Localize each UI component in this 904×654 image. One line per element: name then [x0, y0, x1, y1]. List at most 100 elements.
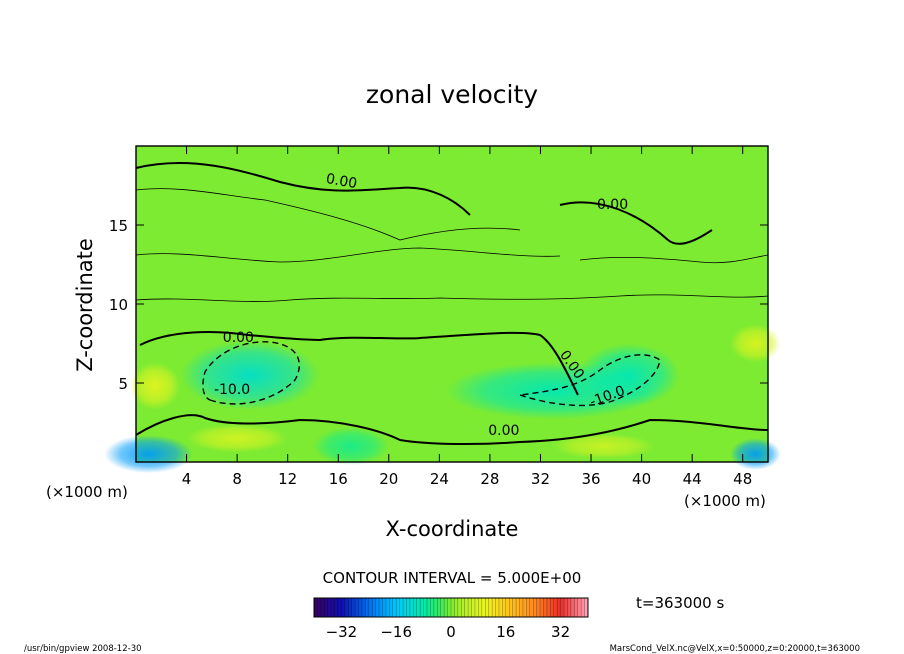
contour-label: -10.0 — [214, 382, 250, 398]
colorbar-swatch — [365, 598, 370, 617]
colorbar-swatch — [324, 598, 328, 617]
contour-line — [139, 331, 579, 396]
colorbar-swatch — [546, 598, 551, 617]
colorbar-swatch — [529, 598, 534, 617]
colorbar-swatch — [392, 598, 397, 617]
colorbar-swatch — [502, 598, 507, 617]
colorbar-swatch — [454, 598, 459, 617]
colorbar-swatch — [351, 598, 356, 617]
colorbar-swatch — [368, 598, 373, 617]
colorbar-swatch — [420, 598, 424, 617]
colorbar-swatch — [516, 598, 520, 617]
contour-label: 0.00 — [325, 171, 358, 192]
x-tick-label: 48 — [733, 470, 752, 488]
colorbar-swatch — [406, 598, 411, 617]
colorbar-swatch — [385, 598, 390, 617]
colorbar-swatch — [536, 598, 541, 617]
colorbar-swatch — [495, 598, 500, 617]
colorbar-swatch — [481, 598, 486, 617]
colorbar-swatch — [361, 598, 366, 617]
colorbar-swatch — [375, 598, 380, 617]
colorbar-swatch — [492, 598, 496, 617]
colorbar-swatch — [379, 598, 383, 617]
colorbar-swatch — [344, 598, 349, 617]
colorbar-swatch — [540, 598, 544, 617]
contour-label: 0.00 — [597, 197, 628, 213]
colorbar-swatch — [533, 598, 537, 617]
colorbar-swatch — [416, 598, 421, 617]
colorbar-swatch — [478, 598, 483, 617]
velocity-anomaly — [730, 324, 781, 363]
colorbar-swatch — [320, 598, 325, 617]
contour-interval-label: CONTOUR INTERVAL = 5.000E+00 — [323, 569, 582, 587]
y-tick-label: 10 — [109, 296, 128, 314]
contour-line — [202, 341, 300, 405]
x-tick-label: 16 — [329, 470, 348, 488]
colorbar-frame — [313, 597, 589, 618]
colorbar-swatch — [403, 598, 407, 617]
colorbar-tick-label: 0 — [446, 623, 456, 641]
colorbar-swatch — [423, 598, 428, 617]
colorbar-swatch — [553, 598, 558, 617]
velocity-anomaly — [129, 362, 181, 410]
y-axis-label: Z-coordinate — [73, 238, 97, 372]
colorbar-swatch — [389, 598, 394, 617]
colorbar-swatch — [399, 598, 404, 617]
colorbar-tick-label: 32 — [551, 623, 570, 641]
colorbar-swatch — [447, 598, 452, 617]
plot-area: 0.000.000.000.00-10.0 -10.00.00 — [104, 146, 781, 474]
velocity-anomaly — [104, 435, 193, 474]
colorbar-swatch — [317, 598, 322, 617]
y-axis-ticks: 5 10 15 — [109, 217, 768, 393]
colorbar-swatch — [485, 598, 489, 617]
colorbar-swatch — [570, 598, 575, 617]
x-tick-label: 40 — [632, 470, 651, 488]
x-tick-label: 8 — [232, 470, 242, 488]
colorbar-swatch — [560, 598, 565, 617]
footer-right: MarsCond_VelX.nc@VelX,x=0:50000,z=0:2000… — [610, 644, 860, 654]
colorbar-swatch — [337, 598, 342, 617]
colorbar-tick-label: −16 — [380, 623, 412, 641]
colorbar-tick-label: −32 — [326, 623, 358, 641]
colorbar-swatch — [327, 598, 332, 617]
colorbar-swatch — [567, 598, 572, 617]
colorbar-swatch — [574, 598, 579, 617]
velocity-anomaly — [553, 433, 655, 459]
colorbar-swatch — [564, 598, 568, 617]
x-axis-unit-right: (×1000 m) — [684, 492, 766, 510]
y-tick-label: 15 — [109, 217, 128, 235]
x-tick-label: 4 — [182, 470, 192, 488]
footer-left: /usr/bin/gpview 2008-12-30 — [24, 644, 142, 654]
chart-title: zonal velocity — [366, 80, 538, 109]
colorbar-swatch — [358, 598, 363, 617]
colorbar-swatch — [505, 598, 510, 617]
x-axis-unit-left: (×1000 m) — [46, 483, 128, 501]
x-tick-label: 44 — [683, 470, 702, 488]
x-tick-label: 36 — [581, 470, 600, 488]
x-tick-label: 28 — [480, 470, 499, 488]
colorbar-swatch — [468, 598, 472, 617]
colorbar-swatch — [314, 598, 318, 617]
velocity-anomaly — [180, 340, 320, 410]
field-background — [136, 146, 768, 462]
colorbar-swatch — [331, 598, 335, 617]
colorbar-swatch — [522, 598, 527, 617]
colorbar-swatch — [451, 598, 455, 617]
colorbar-swatch — [581, 598, 585, 617]
velocity-anomaly — [578, 343, 680, 407]
colorbar-swatch — [474, 598, 479, 617]
colorbar-swatch — [509, 598, 513, 617]
colorbar-swatch — [341, 598, 346, 617]
colorbar — [313, 597, 589, 618]
colorbar-swatch — [409, 598, 414, 617]
colorbar-swatch — [444, 598, 448, 617]
colorbar-swatch — [457, 598, 462, 617]
colorbar-ticks: −32 −16 0 16 32 — [326, 623, 571, 641]
colorbar-swatch — [512, 598, 517, 617]
colorbar-swatch — [334, 598, 339, 617]
colorbar-swatch — [440, 598, 445, 617]
contour-line — [579, 254, 769, 264]
colorbar-tick-label: 16 — [496, 623, 515, 641]
velocity-anomaly — [730, 438, 781, 470]
colorbar-swatch — [488, 598, 493, 617]
